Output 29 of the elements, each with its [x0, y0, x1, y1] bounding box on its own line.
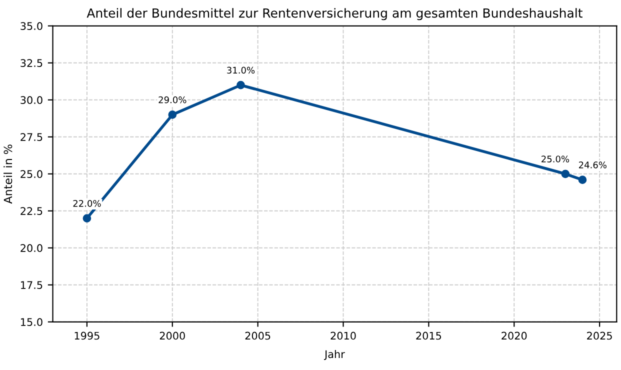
x-tick-label: 2005: [245, 332, 270, 340]
chart-title: Anteil der Bundesmittel zur Rentenversicherung am gesamten Bundeshaushalt: [86, 8, 582, 20]
point: [236, 80, 245, 90]
x-tick-label: 2015: [416, 332, 442, 340]
data-label: 31.0%: [227, 66, 255, 74]
point: [168, 110, 177, 119]
data-label: 22.0%: [73, 200, 101, 207]
y-tick-label: 25.0: [20, 170, 42, 178]
x-tick-label: 2010: [330, 332, 356, 340]
x-tick-label: 1995: [74, 332, 100, 340]
y-axis-title: Anteil in %: [4, 144, 12, 204]
x-tick-label: 2020: [502, 332, 527, 340]
y-tick-label: 15.0: [21, 318, 42, 326]
y-tick-label: 20.0: [20, 244, 42, 252]
y-tick-label: 17.5: [21, 281, 42, 290]
y-tick-label: 22.5: [20, 207, 42, 216]
y-tick-label: 30.0: [20, 96, 42, 104]
x-axis-title: Jahr: [324, 350, 345, 360]
data-label: 24.6%: [578, 162, 606, 168]
point: [82, 214, 92, 222]
y-tick-label: 27.5: [20, 133, 42, 142]
x-tick-label: 2000: [160, 332, 185, 340]
point: [561, 170, 570, 178]
point: [578, 176, 587, 184]
y-tick-label: 32.5: [20, 59, 42, 68]
x-tick-label: 2025: [587, 332, 612, 340]
y-tick-label: 35.0: [20, 22, 42, 30]
data-label: 29.0%: [158, 96, 186, 104]
data-label: 25.0%: [542, 156, 570, 162]
